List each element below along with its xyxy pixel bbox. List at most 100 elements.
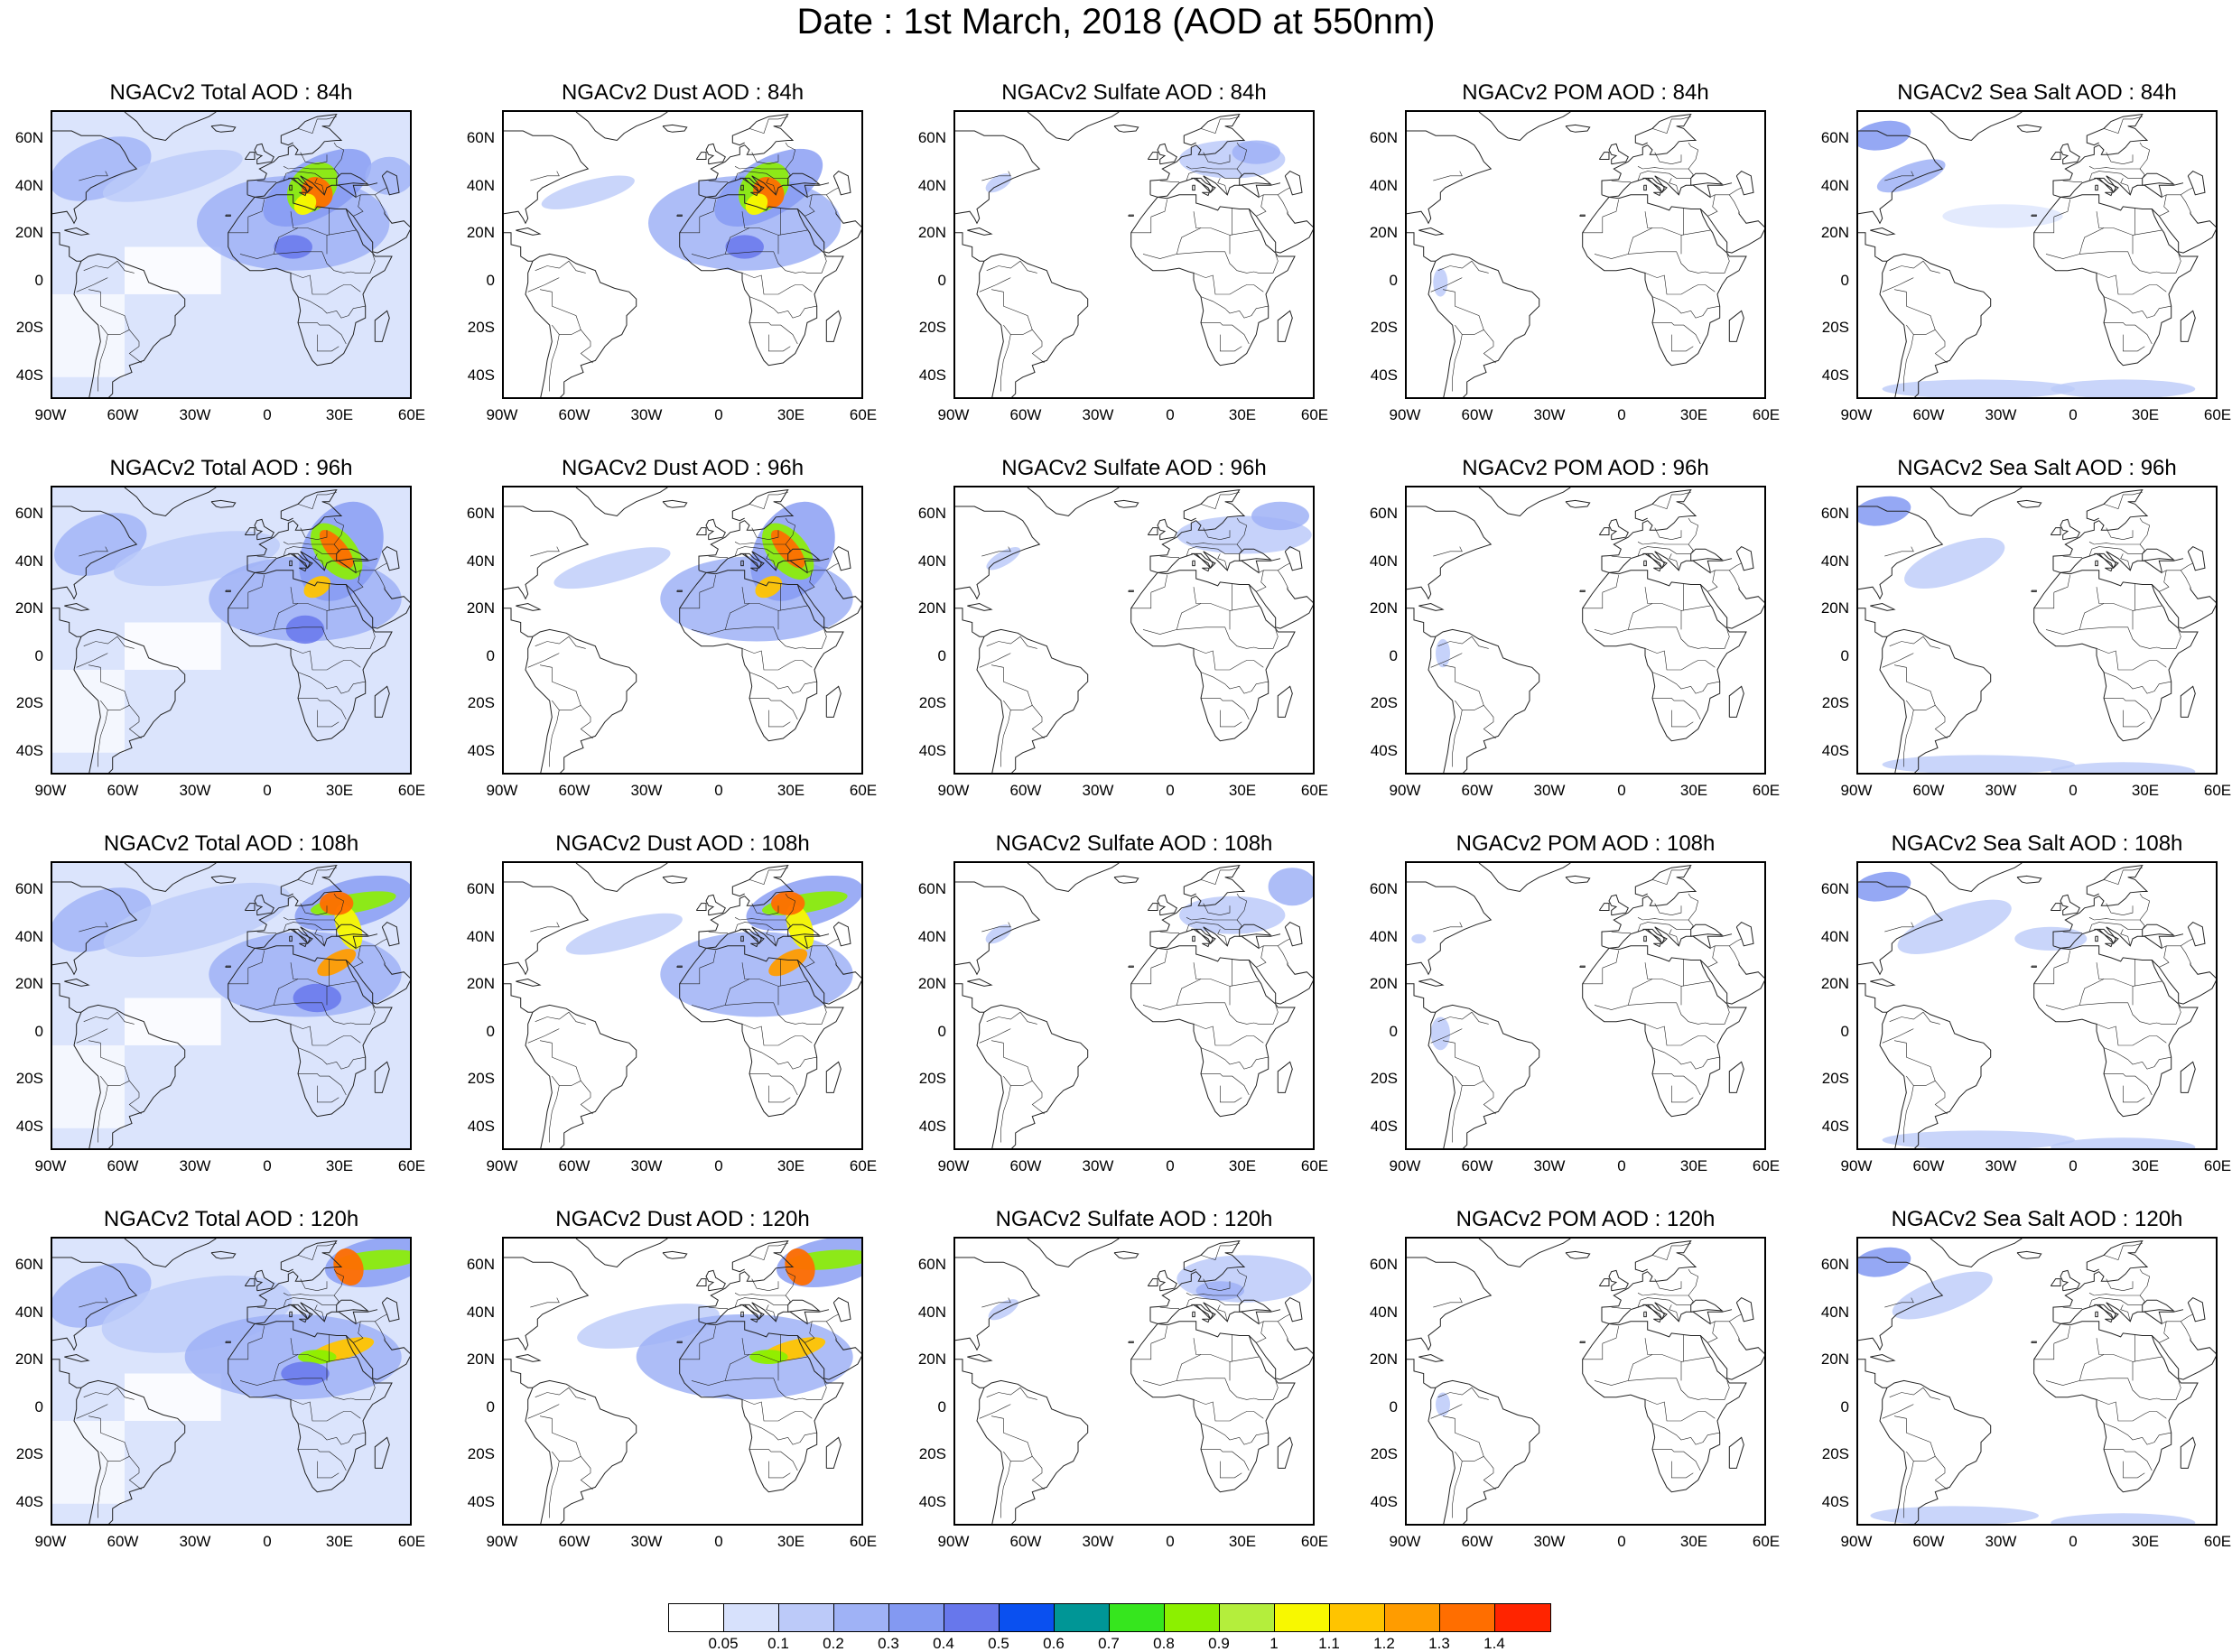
lat-tick-label: 20N bbox=[1369, 975, 1398, 993]
coastline bbox=[1147, 903, 1158, 911]
coastline bbox=[739, 928, 765, 945]
coastline bbox=[288, 928, 313, 945]
country-border bbox=[2104, 322, 2153, 345]
country-border bbox=[2181, 562, 2193, 571]
coastline bbox=[1191, 928, 1216, 945]
lat-tick-label: 40S bbox=[1821, 1117, 1849, 1135]
country-border bbox=[1003, 324, 1033, 335]
country-border bbox=[1707, 1321, 1718, 1343]
map-area bbox=[1405, 861, 1766, 1150]
coastline bbox=[2033, 1321, 2199, 1493]
aod-plume bbox=[553, 547, 671, 589]
lon-tick-label: 60E bbox=[1752, 1157, 1781, 1174]
coastline bbox=[1690, 548, 1724, 561]
country-border bbox=[734, 168, 791, 181]
country-border bbox=[806, 570, 837, 588]
colorbar-swatch bbox=[779, 1604, 834, 1631]
coastline bbox=[228, 1321, 393, 1493]
coastline bbox=[796, 960, 861, 1005]
aod-plume bbox=[1858, 871, 1911, 902]
lon-tick-label: 60W bbox=[558, 406, 591, 423]
lat-tick-label: 0 bbox=[1389, 271, 1398, 289]
lon-tick-label: 30E bbox=[1228, 406, 1257, 423]
coastline bbox=[955, 130, 1041, 225]
coastline bbox=[73, 261, 101, 397]
coastline bbox=[676, 589, 683, 592]
country-border bbox=[1680, 229, 1711, 236]
country-border bbox=[1217, 178, 1228, 195]
coastline bbox=[299, 1318, 308, 1323]
country-border bbox=[300, 152, 328, 165]
country-border bbox=[535, 1011, 586, 1025]
country-border bbox=[2106, 1278, 2134, 1292]
aod-plume bbox=[1942, 204, 2063, 228]
country-border bbox=[1882, 1404, 1914, 1419]
country-border bbox=[1637, 517, 1699, 545]
country-border bbox=[2104, 1073, 2153, 1096]
aod-plume bbox=[577, 1304, 720, 1349]
country-border bbox=[699, 574, 716, 593]
coastline bbox=[1130, 194, 1296, 367]
country-border bbox=[986, 1011, 1037, 1025]
coastline bbox=[1027, 487, 1120, 517]
coastline bbox=[1870, 1353, 1896, 1362]
aod-plume bbox=[1858, 1247, 1911, 1277]
country-border bbox=[1258, 945, 1288, 963]
country-border bbox=[1433, 546, 1463, 557]
coastline bbox=[1728, 1061, 1744, 1093]
country-border bbox=[679, 968, 701, 985]
coastline bbox=[1858, 983, 1887, 1013]
country-border bbox=[100, 305, 142, 364]
aod-clear-patch bbox=[52, 669, 125, 753]
lat-tick-label: 60N bbox=[917, 129, 946, 147]
coastline bbox=[374, 1061, 390, 1093]
country-border bbox=[79, 546, 108, 557]
coastline bbox=[2094, 177, 2119, 194]
country-border bbox=[2132, 229, 2162, 236]
aod-plume bbox=[281, 1361, 330, 1386]
lat-tick-label: 40S bbox=[15, 1492, 43, 1510]
lat-tick-label: 40S bbox=[1821, 1492, 1849, 1510]
country-border bbox=[1437, 636, 1489, 649]
country-border bbox=[1637, 543, 1694, 557]
coastline bbox=[254, 143, 274, 165]
lat-tick-label: 0 bbox=[486, 646, 495, 664]
coastline bbox=[504, 130, 590, 225]
coastline bbox=[2095, 935, 2098, 942]
lon-tick-label: 60E bbox=[1752, 1533, 1781, 1550]
coastline bbox=[2180, 1436, 2196, 1469]
lat-tick-label: 20S bbox=[1370, 319, 1398, 337]
lon-tick-label: 60W bbox=[1009, 1157, 1042, 1174]
country-border bbox=[981, 171, 1011, 181]
country-border bbox=[990, 1040, 1004, 1058]
country-border bbox=[2096, 587, 2134, 630]
coastline bbox=[504, 983, 533, 1013]
country-border bbox=[539, 289, 553, 307]
country-border bbox=[1594, 979, 1653, 1010]
country-border bbox=[826, 1313, 839, 1323]
coastline bbox=[1930, 1239, 2023, 1268]
coastline bbox=[1690, 172, 1724, 186]
country-border bbox=[734, 893, 796, 921]
country-border bbox=[1159, 931, 1179, 933]
aod-plume bbox=[320, 891, 354, 915]
country-border bbox=[1200, 116, 1240, 134]
coastline bbox=[1435, 628, 1540, 773]
colorbar-swatch bbox=[1165, 1604, 1220, 1631]
lon-tick-label: 30E bbox=[325, 1533, 354, 1550]
country-border bbox=[768, 1461, 791, 1479]
coastline bbox=[695, 903, 707, 911]
country-border bbox=[1594, 603, 1653, 635]
country-border bbox=[1671, 710, 1694, 728]
coastline bbox=[244, 152, 256, 160]
lon-tick-label: 60W bbox=[1461, 782, 1493, 799]
country-border bbox=[1203, 527, 1231, 541]
map-area bbox=[1405, 1237, 1766, 1526]
aod-plume bbox=[985, 173, 1012, 193]
lon-tick-label: 30W bbox=[630, 1533, 663, 1550]
coastline bbox=[2052, 926, 2184, 950]
lat-tick-label: 0 bbox=[937, 1397, 946, 1415]
coastline bbox=[210, 124, 237, 133]
lon-tick-label: 60W bbox=[1912, 782, 1945, 799]
coastline bbox=[2050, 1278, 2061, 1286]
